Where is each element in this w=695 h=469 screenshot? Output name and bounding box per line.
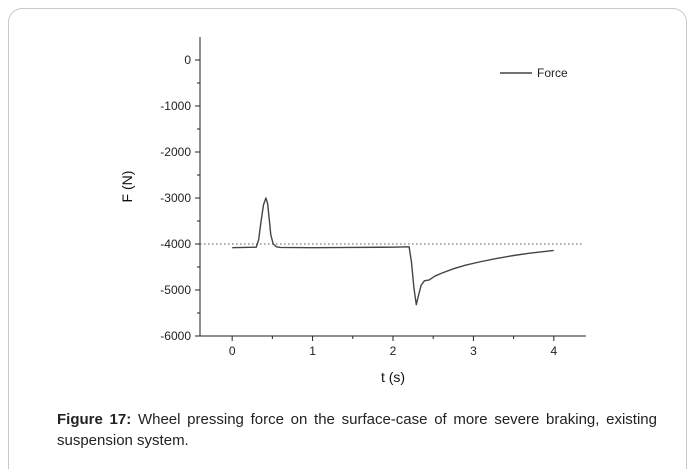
x-tick-label: 2: [390, 344, 397, 358]
y-tick-label: -2000: [160, 145, 191, 159]
figure-card: [8, 8, 687, 469]
x-tick-label: 0: [229, 344, 236, 358]
y-tick-label: -5000: [160, 283, 191, 297]
force-chart: 0 -1000 -2000 -3000 -4000 -5000 -6000 0 1 2 3 4 t (s…: [119, 37, 586, 385]
figure-caption: Figure 17: Wheel pressing force on the s…: [57, 409, 657, 451]
legend-label-force: Force: [537, 66, 568, 80]
caption-label: Figure 17:: [57, 411, 132, 428]
x-tick-label: 1: [309, 344, 316, 358]
y-tick-label: -1000: [160, 99, 191, 113]
y-axis-title: F (N): [119, 171, 135, 203]
x-axis-title: t (s): [381, 369, 405, 385]
y-tick-label: -4000: [160, 237, 191, 251]
caption-text: Wheel pressing force on the surface-case…: [57, 411, 657, 449]
y-tick-label: -3000: [160, 191, 191, 205]
x-tick-label: 4: [550, 344, 557, 358]
x-tick-label: 3: [470, 344, 477, 358]
y-tick-label: -6000: [160, 329, 191, 343]
series-line-force: [232, 197, 554, 306]
y-tick-label: 0: [184, 53, 191, 67]
